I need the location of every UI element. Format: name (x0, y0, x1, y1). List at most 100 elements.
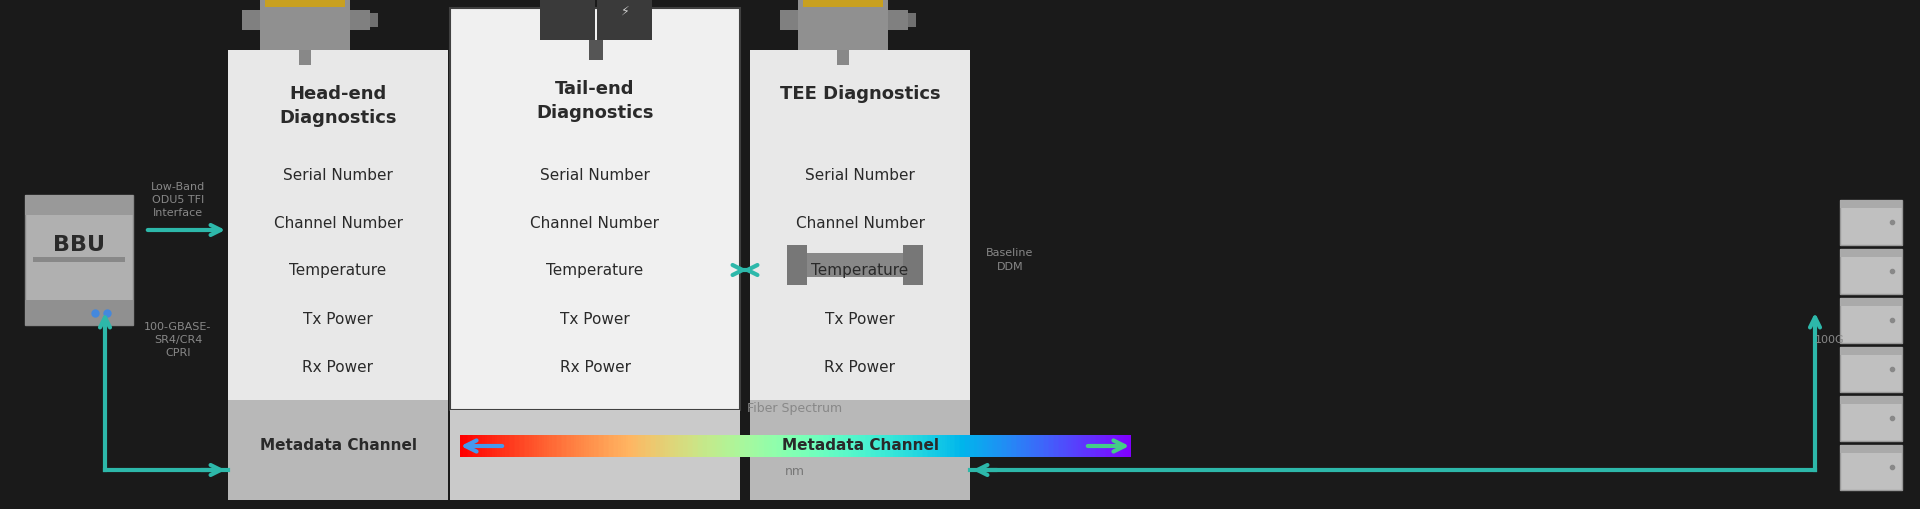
Text: TEE Diagnostics: TEE Diagnostics (780, 85, 941, 103)
Bar (770, 435, 772, 457)
Bar (849, 435, 851, 457)
Bar (1041, 435, 1043, 457)
Bar (687, 435, 689, 457)
Bar (856, 435, 858, 457)
Bar (710, 435, 712, 457)
Bar (553, 435, 555, 457)
Bar (497, 435, 499, 457)
Bar (1066, 435, 1068, 457)
Bar (1050, 435, 1054, 457)
Bar (582, 435, 584, 457)
Bar (697, 435, 699, 457)
Bar (513, 435, 515, 457)
Bar (701, 435, 703, 457)
Bar (703, 435, 707, 457)
Bar (762, 435, 764, 457)
Bar (983, 435, 987, 457)
Bar (449, 410, 739, 500)
Bar (541, 435, 543, 457)
Bar (854, 435, 856, 457)
Bar (714, 435, 716, 457)
Text: Rx Power: Rx Power (303, 359, 374, 375)
Bar (906, 435, 908, 457)
Bar (628, 435, 630, 457)
Text: 100-GBASE-
SR4/CR4
CPRI: 100-GBASE- SR4/CR4 CPRI (144, 322, 211, 358)
Bar (908, 13, 916, 27)
Bar (987, 435, 989, 457)
Bar (783, 435, 787, 457)
Bar (620, 435, 622, 457)
Bar (743, 435, 747, 457)
Bar (490, 435, 492, 457)
Text: Tx Power: Tx Power (303, 312, 372, 326)
Bar (887, 435, 889, 457)
Bar (645, 435, 647, 457)
Text: Tail-end
Diagnostics: Tail-end Diagnostics (536, 80, 653, 122)
Bar (1077, 435, 1081, 457)
Bar (847, 435, 849, 457)
Bar (647, 435, 649, 457)
Bar (722, 435, 724, 457)
Bar (801, 253, 910, 277)
Bar (1037, 435, 1039, 457)
Bar (603, 435, 605, 457)
Bar (877, 435, 879, 457)
Bar (474, 435, 478, 457)
Bar (607, 435, 609, 457)
Bar (499, 435, 501, 457)
Text: Serial Number: Serial Number (282, 167, 394, 183)
Bar (900, 435, 902, 457)
Bar (985, 435, 987, 457)
Bar (920, 435, 922, 457)
Bar (973, 435, 975, 457)
Bar (636, 435, 639, 457)
Bar (870, 435, 872, 457)
Bar (1016, 435, 1018, 457)
Bar (916, 435, 920, 457)
Bar (1839, 200, 1903, 245)
Bar (1108, 435, 1110, 457)
Bar (1021, 435, 1023, 457)
Bar (910, 435, 912, 457)
Text: nm: nm (785, 465, 804, 478)
Bar (803, 0, 883, 7)
Bar (1839, 298, 1903, 306)
Bar (538, 435, 540, 457)
Bar (1085, 435, 1087, 457)
Bar (1839, 249, 1903, 257)
Bar (516, 435, 518, 457)
Bar (749, 435, 751, 457)
Bar (259, 0, 349, 50)
Bar (1046, 435, 1048, 457)
Bar (1044, 435, 1046, 457)
Bar (812, 435, 814, 457)
Bar (25, 300, 132, 325)
Bar (689, 435, 693, 457)
Bar (597, 0, 653, 40)
Bar (1116, 435, 1117, 457)
Bar (801, 435, 803, 457)
Bar (912, 435, 914, 457)
Bar (682, 435, 684, 457)
Bar (891, 435, 893, 457)
Text: Channel Number: Channel Number (273, 215, 403, 231)
Bar (835, 435, 837, 457)
Bar (563, 435, 564, 457)
Bar (1064, 435, 1066, 457)
Bar (242, 10, 259, 30)
Bar (674, 435, 676, 457)
Bar (970, 435, 972, 457)
Bar (768, 435, 770, 457)
Bar (476, 435, 478, 457)
Bar (1035, 435, 1037, 457)
Bar (995, 435, 996, 457)
Bar (557, 435, 559, 457)
Bar (568, 435, 572, 457)
Bar (1839, 298, 1903, 343)
Bar (1010, 435, 1014, 457)
Bar (488, 435, 490, 457)
Bar (1043, 435, 1044, 457)
Bar (478, 435, 480, 457)
Bar (751, 50, 970, 400)
Bar (511, 435, 513, 457)
